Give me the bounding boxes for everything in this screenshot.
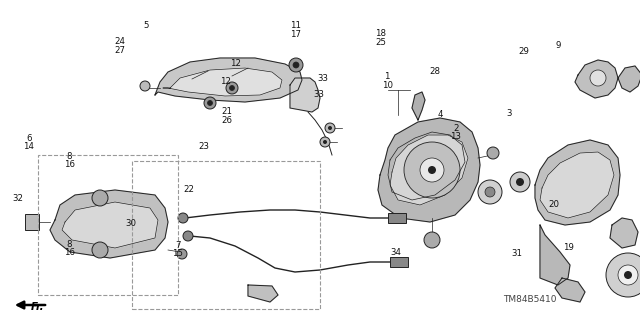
Circle shape — [590, 70, 606, 86]
Polygon shape — [575, 60, 618, 98]
Text: 32: 32 — [12, 194, 24, 203]
Circle shape — [516, 178, 524, 186]
Text: 23: 23 — [198, 142, 209, 151]
Text: 16: 16 — [63, 248, 75, 257]
Text: 13: 13 — [450, 132, 461, 141]
Circle shape — [325, 123, 335, 133]
Text: TM84B5410: TM84B5410 — [503, 295, 557, 305]
Polygon shape — [378, 118, 480, 222]
Polygon shape — [290, 78, 320, 112]
Text: 34: 34 — [390, 248, 401, 256]
Text: 19: 19 — [563, 243, 573, 252]
Circle shape — [226, 82, 238, 94]
Polygon shape — [50, 190, 168, 258]
Circle shape — [207, 100, 212, 106]
Text: 20: 20 — [548, 200, 559, 209]
Bar — [388, 213, 406, 223]
Text: 31: 31 — [511, 249, 523, 258]
Text: 15: 15 — [172, 249, 184, 258]
Bar — [132, 161, 320, 309]
Text: Fr.: Fr. — [31, 302, 45, 312]
Polygon shape — [555, 278, 585, 302]
Text: 25: 25 — [375, 38, 387, 47]
Circle shape — [323, 140, 327, 144]
Text: 10: 10 — [381, 81, 393, 90]
Polygon shape — [535, 140, 620, 225]
Circle shape — [485, 187, 495, 197]
Text: 3: 3 — [506, 109, 511, 118]
Text: 4: 4 — [438, 110, 443, 119]
Polygon shape — [248, 285, 278, 302]
Circle shape — [487, 147, 499, 159]
Circle shape — [428, 166, 436, 174]
Text: 22: 22 — [183, 185, 195, 194]
Text: 24: 24 — [115, 37, 126, 46]
Circle shape — [183, 231, 193, 241]
Circle shape — [606, 253, 640, 297]
Polygon shape — [390, 135, 468, 205]
Circle shape — [230, 85, 234, 91]
Text: 33: 33 — [313, 90, 324, 99]
Circle shape — [424, 232, 440, 248]
Text: 8: 8 — [67, 152, 72, 161]
Circle shape — [293, 62, 299, 68]
Circle shape — [328, 126, 332, 130]
Text: 18: 18 — [375, 29, 387, 38]
Circle shape — [178, 213, 188, 223]
Polygon shape — [540, 225, 570, 285]
Polygon shape — [163, 68, 282, 96]
Text: 1: 1 — [385, 72, 390, 81]
Polygon shape — [540, 152, 614, 218]
Text: 2: 2 — [453, 124, 458, 133]
Circle shape — [92, 190, 108, 206]
Text: 17: 17 — [290, 30, 301, 39]
Circle shape — [420, 158, 444, 182]
Text: 30: 30 — [125, 219, 137, 228]
Text: 29: 29 — [518, 47, 529, 56]
Circle shape — [204, 97, 216, 109]
Text: 7: 7 — [175, 241, 180, 250]
Circle shape — [92, 242, 108, 258]
Circle shape — [624, 271, 632, 279]
Text: 26: 26 — [221, 116, 233, 125]
Text: 6: 6 — [26, 134, 31, 143]
Text: 12: 12 — [220, 77, 231, 86]
Text: 28: 28 — [429, 67, 441, 76]
Text: 9: 9 — [556, 41, 561, 50]
Text: 12: 12 — [230, 59, 241, 68]
Bar — [38, 155, 178, 295]
Circle shape — [510, 172, 530, 192]
Text: 14: 14 — [23, 142, 35, 151]
Polygon shape — [412, 92, 425, 120]
Bar — [25, 214, 39, 230]
Text: 21: 21 — [221, 107, 233, 116]
Circle shape — [618, 265, 638, 285]
Bar — [390, 257, 408, 267]
Polygon shape — [62, 202, 158, 248]
Text: 27: 27 — [115, 46, 126, 55]
Circle shape — [320, 137, 330, 147]
Text: 16: 16 — [63, 160, 75, 169]
Polygon shape — [155, 58, 302, 102]
Text: 8: 8 — [67, 240, 72, 249]
Circle shape — [177, 249, 187, 259]
Polygon shape — [610, 218, 638, 248]
Circle shape — [140, 81, 150, 91]
Circle shape — [478, 180, 502, 204]
Text: 33: 33 — [317, 74, 329, 83]
Circle shape — [404, 142, 460, 198]
Circle shape — [289, 58, 303, 72]
Text: 5: 5 — [143, 21, 148, 30]
Text: 11: 11 — [290, 21, 301, 30]
Polygon shape — [618, 66, 640, 92]
